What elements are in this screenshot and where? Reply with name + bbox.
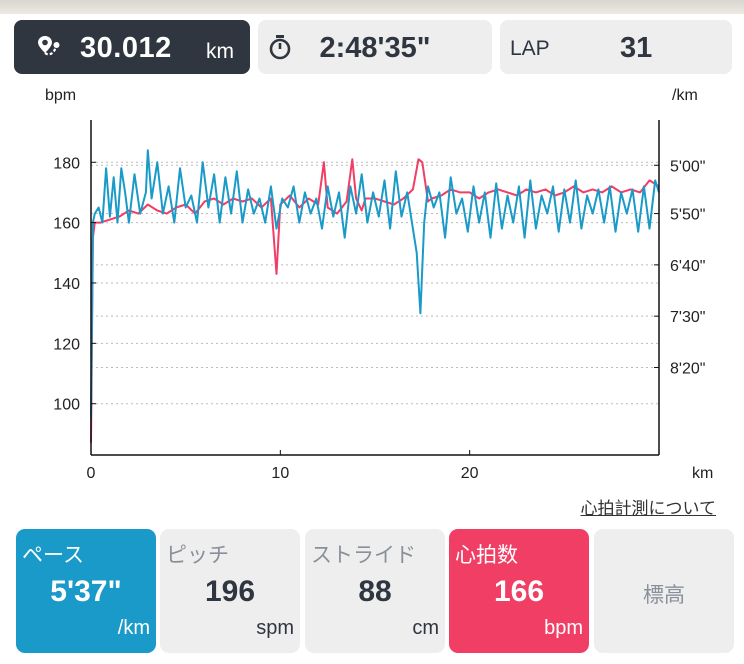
distance-unit: km xyxy=(206,40,234,63)
distance-summary: 30.012 km xyxy=(14,20,250,74)
right-tick-label: 6'40" xyxy=(670,258,705,275)
metric-cadence-button[interactable]: ピッチ 196 spm xyxy=(160,529,300,653)
heart-rate-value: 166 xyxy=(493,575,545,608)
x-tick-label: 10 xyxy=(271,465,289,482)
route-icon xyxy=(38,36,60,56)
left-tick-label: 120 xyxy=(53,336,80,353)
right-tick-label: 5'50" xyxy=(670,207,705,224)
cadence-label: ピッチ xyxy=(166,544,229,567)
elapsed-time: 2:48'35" xyxy=(319,32,431,64)
metric-elevation-button[interactable]: 標高 xyxy=(594,529,734,653)
heart-rate-unit: bpm xyxy=(544,617,583,639)
pace-label: ペース xyxy=(22,544,84,567)
right-tick-label: 7'30" xyxy=(670,309,705,326)
stride-value: 88 xyxy=(358,575,392,608)
stride-unit: cm xyxy=(412,617,439,639)
pace-unit: /km xyxy=(117,617,150,639)
distance-value: 30.012 xyxy=(80,32,172,64)
stopwatch-icon xyxy=(269,35,291,60)
left-axis-unit-label: bpm xyxy=(45,87,76,104)
left-tick-label: 160 xyxy=(53,216,80,233)
left-tick-label: 100 xyxy=(53,397,80,414)
x-tick-label: 0 xyxy=(87,465,96,482)
left-tick-label: 140 xyxy=(53,276,80,293)
cadence-value: 196 xyxy=(204,575,256,608)
lap-summary: LAP 31 xyxy=(500,20,732,74)
metric-heart-rate-button[interactable]: 心拍数 166 bpm xyxy=(449,529,589,653)
x-axis-unit-label: km xyxy=(692,465,713,482)
elevation-label: 標高 xyxy=(643,584,685,607)
cadence-unit: spm xyxy=(256,617,294,639)
metric-pace-button[interactable]: ペース 5'37" /km xyxy=(16,529,156,653)
heart-rate-label: 心拍数 xyxy=(455,544,518,567)
x-tick-label: 20 xyxy=(461,465,479,482)
pace-line xyxy=(90,149,660,419)
left-tick-label: 180 xyxy=(53,155,80,172)
stride-label: ストライド xyxy=(311,544,416,567)
map-background-strip xyxy=(0,0,744,14)
right-axis-unit-label: /km xyxy=(672,87,698,104)
lap-label: LAP xyxy=(510,37,550,60)
pace-value: 5'37" xyxy=(50,575,122,608)
right-tick-label: 5'00" xyxy=(670,158,705,175)
lap-count: 31 xyxy=(620,32,653,64)
metric-stride-button[interactable]: ストライド 88 cm xyxy=(305,529,445,653)
heart-rate-info-link[interactable]: 心拍計測について xyxy=(580,499,717,518)
time-summary: 2:48'35" xyxy=(258,20,492,74)
right-tick-label: 8'20" xyxy=(670,360,705,377)
